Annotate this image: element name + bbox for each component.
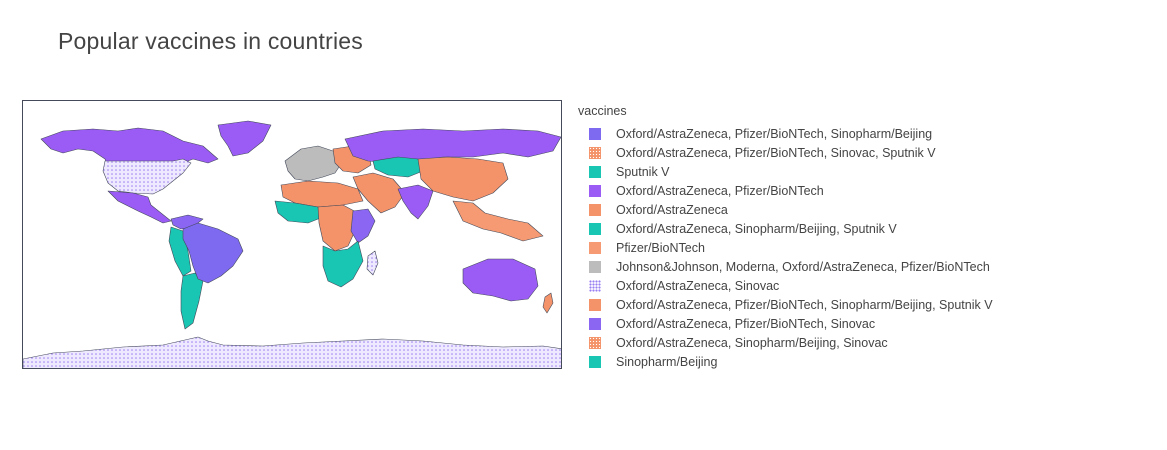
country-region[interactable] xyxy=(280,180,364,208)
regions-layer xyxy=(23,120,562,369)
country-region[interactable] xyxy=(397,184,434,220)
country-region[interactable] xyxy=(217,120,272,157)
legend-swatch xyxy=(589,241,601,254)
country-region[interactable] xyxy=(317,204,359,252)
legend-label: Johnson&Johnson, Moderna, Oxford/AstraZe… xyxy=(616,259,990,274)
country-region[interactable] xyxy=(322,240,364,288)
legend-swatch xyxy=(589,336,601,349)
legend-label: Oxford/AstraZeneca, Pfizer/BioNTech, Sin… xyxy=(616,126,933,141)
country-region[interactable] xyxy=(366,250,379,276)
legend-swatch xyxy=(589,165,601,178)
country-region[interactable] xyxy=(462,258,539,302)
legend-item[interactable]: Oxford/AstraZeneca xyxy=(578,200,993,219)
legend: vaccines Oxford/AstraZeneca, Pfizer/BioN… xyxy=(578,104,993,371)
legend-label: Pfizer/BioNTech xyxy=(616,240,705,255)
legend-item[interactable]: Oxford/AstraZeneca, Sinopharm/Beijing, S… xyxy=(578,219,993,238)
country-region[interactable] xyxy=(274,200,324,224)
country-region[interactable] xyxy=(102,158,192,195)
legend-swatch xyxy=(589,317,601,330)
legend-item[interactable]: Oxford/AstraZeneca, Pfizer/BioNTech, Sin… xyxy=(578,124,993,143)
legend-label: Oxford/AstraZeneca, Sinopharm/Beijing, S… xyxy=(616,335,888,350)
legend-swatch xyxy=(589,184,601,197)
legend-label: Sinopharm/Beijing xyxy=(616,354,718,369)
legend-item[interactable]: Johnson&Johnson, Moderna, Oxford/AstraZe… xyxy=(578,257,993,276)
country-region[interactable] xyxy=(372,156,424,178)
legend-item[interactable]: Sputnik V xyxy=(578,162,993,181)
legend-label: Oxford/AstraZeneca, Pfizer/BioNTech xyxy=(616,183,824,198)
country-region[interactable] xyxy=(40,127,219,170)
legend-swatch xyxy=(589,279,601,292)
country-region[interactable] xyxy=(182,222,244,284)
legend-label: Oxford/AstraZeneca, Sinovac xyxy=(616,278,780,293)
country-region[interactable] xyxy=(284,145,344,182)
legend-label: Oxford/AstraZeneca xyxy=(616,202,728,217)
country-region[interactable] xyxy=(452,200,544,242)
legend-swatch xyxy=(589,127,601,140)
legend-label: Sputnik V xyxy=(616,164,670,179)
chart-title: Popular vaccines in countries xyxy=(58,28,363,54)
legend-swatch xyxy=(589,203,601,216)
country-region[interactable] xyxy=(542,292,554,314)
country-region[interactable] xyxy=(417,156,509,202)
legend-label: Oxford/AstraZeneca, Pfizer/BioNTech, Sin… xyxy=(616,316,876,331)
legend-item[interactable]: Sinopharm/Beijing xyxy=(578,352,993,371)
legend-swatch xyxy=(589,355,601,368)
legend-item[interactable]: Oxford/AstraZeneca, Pfizer/BioNTech, Sin… xyxy=(578,295,993,314)
legend-label: Oxford/AstraZeneca, Pfizer/BioNTech, Sin… xyxy=(616,145,936,160)
legend-label: Oxford/AstraZeneca, Sinopharm/Beijing, S… xyxy=(616,221,897,236)
country-region[interactable] xyxy=(180,272,204,330)
legend-item[interactable]: Oxford/AstraZeneca, Sinovac xyxy=(578,276,993,295)
legend-item[interactable]: Pfizer/BioNTech xyxy=(578,238,993,257)
legend-item[interactable]: Oxford/AstraZeneca, Pfizer/BioNTech, Sin… xyxy=(578,314,993,333)
world-map[interactable] xyxy=(23,101,562,369)
country-region[interactable] xyxy=(352,172,406,214)
country-region[interactable] xyxy=(23,336,562,369)
legend-title: vaccines xyxy=(578,104,627,118)
legend-swatch xyxy=(589,222,601,235)
legend-label: Oxford/AstraZeneca, Pfizer/BioNTech, Sin… xyxy=(616,297,993,312)
country-region[interactable] xyxy=(350,208,376,244)
legend-items: Oxford/AstraZeneca, Pfizer/BioNTech, Sin… xyxy=(578,124,993,371)
legend-item[interactable]: Oxford/AstraZeneca, Sinopharm/Beijing, S… xyxy=(578,333,993,352)
country-region[interactable] xyxy=(107,190,172,224)
legend-swatch xyxy=(589,260,601,273)
legend-item[interactable]: Oxford/AstraZeneca, Pfizer/BioNTech xyxy=(578,181,993,200)
legend-item[interactable]: Oxford/AstraZeneca, Pfizer/BioNTech, Sin… xyxy=(578,143,993,162)
map-frame[interactable] xyxy=(22,100,562,369)
legend-swatch xyxy=(589,298,601,311)
legend-swatch xyxy=(589,146,601,159)
